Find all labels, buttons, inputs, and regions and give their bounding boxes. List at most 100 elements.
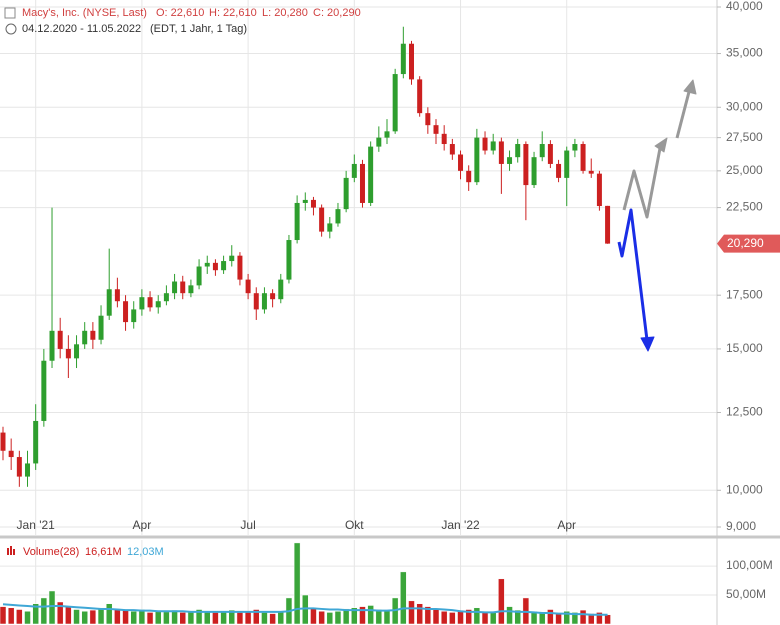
x-tick-label: Apr	[557, 518, 576, 532]
volume-ma-value: 12,03M	[127, 546, 164, 558]
candle-body	[139, 297, 145, 310]
y-tick-label: 10,000	[726, 482, 763, 496]
volume-bar	[81, 611, 88, 625]
candle-body	[0, 432, 6, 451]
volume-bar	[277, 611, 285, 625]
volume-bar	[187, 611, 195, 625]
candle-body	[319, 207, 325, 232]
volume-bar	[195, 609, 203, 625]
volume-bar	[179, 612, 186, 625]
volume-bar	[383, 609, 391, 625]
volume-bar	[359, 606, 366, 625]
gray-arrow-2	[675, 87, 692, 139]
volume-bar	[571, 612, 579, 625]
volume-bar	[351, 607, 358, 625]
volume-bar	[293, 542, 301, 625]
candle-body	[172, 281, 178, 294]
candle-body	[343, 177, 349, 210]
candle-body	[65, 348, 71, 359]
candle-body	[196, 266, 202, 286]
volume-bar	[7, 607, 15, 625]
y-tick-label: 40,000	[726, 0, 763, 13]
candle-body	[8, 450, 14, 458]
header-close: C: 20,290	[313, 7, 361, 19]
y-tick-label: 27,500	[726, 130, 763, 144]
candle-body	[74, 344, 80, 359]
volume-bar	[146, 612, 154, 625]
volume-bar	[334, 611, 342, 625]
volume-bar	[538, 612, 546, 625]
volume-bar	[587, 613, 595, 625]
candle-body	[351, 163, 357, 178]
volume-bar	[236, 612, 244, 625]
volume-bar	[473, 607, 481, 625]
x-tick-label: Jan '21	[17, 518, 56, 532]
volume-bar	[530, 611, 538, 625]
volume-ma-line	[2, 603, 608, 616]
candle-body	[482, 137, 488, 151]
candle-body	[547, 144, 553, 164]
volume-bar	[56, 601, 64, 625]
candle-body	[278, 279, 284, 300]
volume-bar	[432, 609, 440, 625]
candle-body	[212, 262, 218, 271]
candle-body	[564, 150, 570, 178]
volume-bar	[506, 606, 513, 625]
volume-title: Volume(28)	[23, 546, 79, 558]
volume-bar	[65, 606, 72, 625]
candle-body	[114, 289, 120, 302]
volume-bar	[0, 606, 7, 625]
candle-body	[359, 163, 365, 203]
volume-bar	[105, 603, 113, 625]
header-info: (EDT, 1 Jahr, 1 Tag)	[150, 23, 247, 35]
volume-bar	[563, 611, 570, 625]
candle-body	[188, 285, 194, 294]
volume-bar	[130, 611, 137, 625]
candle-body	[180, 281, 186, 294]
candle-body	[294, 202, 300, 241]
volume-bar	[326, 612, 334, 625]
volume-icon	[10, 546, 12, 555]
y-tick-label: 25,000	[726, 163, 763, 177]
volume-tick-label: 50,00M	[726, 587, 766, 601]
last-price-box	[717, 234, 780, 253]
candle-body	[90, 330, 96, 340]
candle-body	[49, 330, 55, 361]
volume-bar	[171, 609, 178, 625]
candle-body	[286, 240, 292, 280]
candle-body	[41, 360, 47, 421]
candle-body	[25, 463, 31, 477]
volume-bar	[261, 612, 268, 625]
volume-bar	[481, 611, 489, 625]
header-range: 04.12.2020 - 11.05.2022	[22, 23, 141, 35]
y-tick-label: 15,000	[726, 341, 763, 355]
candle-body	[425, 113, 431, 126]
volume-bar	[244, 611, 252, 625]
candle-body	[327, 223, 333, 232]
candle-body	[515, 144, 521, 158]
candle-body	[507, 157, 513, 164]
header-open: O: 22,610	[156, 7, 204, 19]
candle-body	[237, 255, 243, 280]
candle-body	[98, 315, 104, 340]
x-tick-label: Jan '22	[441, 518, 480, 532]
candle-body	[409, 43, 414, 80]
candle-body	[147, 297, 153, 308]
candle-body	[163, 293, 169, 302]
volume-bar	[367, 605, 374, 625]
volume-bar	[310, 607, 317, 625]
marks-layer	[0, 26, 611, 625]
x-tick-label: Okt	[345, 518, 364, 532]
x-tick-label: Apr	[133, 518, 152, 532]
candle-body	[131, 309, 137, 323]
y-tick-label: 22,500	[726, 200, 763, 214]
volume-bar	[73, 609, 80, 625]
volume-bar	[440, 611, 448, 625]
volume-bar	[604, 614, 611, 625]
volume-bar	[498, 578, 505, 625]
candle-body	[57, 330, 63, 349]
volume-bar	[449, 612, 456, 625]
candle-body	[572, 144, 578, 151]
volume-bar	[114, 608, 121, 625]
candle-body	[596, 173, 602, 207]
